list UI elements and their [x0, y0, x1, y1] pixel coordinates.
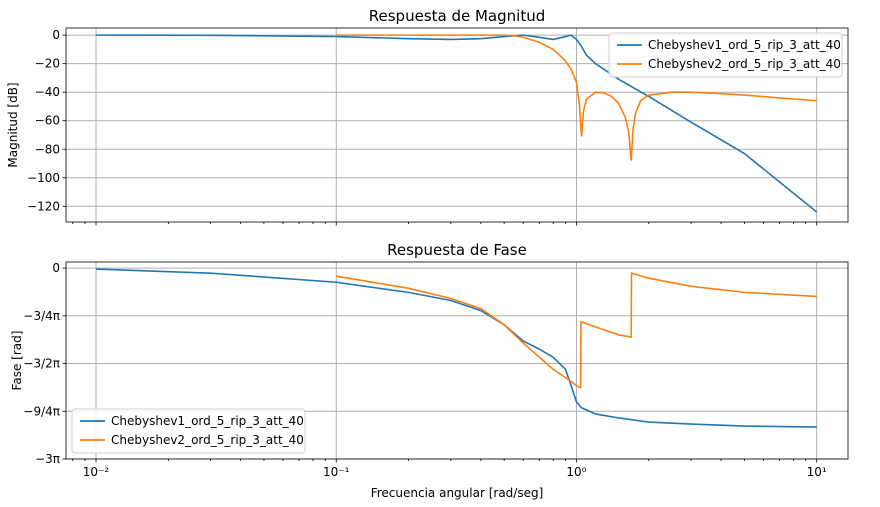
axes-frame — [65, 27, 849, 223]
y-tick-label: −20 — [35, 57, 60, 71]
y-tick-label: −80 — [35, 142, 60, 156]
legend-label: Chebyshev2_ord_5_rip_3_att_40 — [648, 57, 841, 71]
series-line-1 — [96, 34, 818, 213]
x-axis-label: Frecuencia angular [rad/seg] — [371, 486, 544, 500]
legend-frame — [608, 32, 843, 78]
y-axis-label: Magnitud [dB] — [6, 82, 20, 167]
y-tick-label: −3/2π — [23, 357, 60, 371]
y-tick-label: −120 — [27, 199, 60, 213]
chart-title: Respuesta de Fase — [387, 241, 527, 259]
series-line-1 — [95, 268, 817, 428]
plot-panel-2: 0 −3/4π −3/2π −9/4π −3π 10⁻² 10⁻¹ 10⁰ 10¹ Respues… — [10, 241, 849, 500]
y-tick-label: −9/4π — [23, 404, 60, 418]
x-tick-label: 10¹ — [807, 465, 827, 479]
legend: Chebyshev1_ord_5_rip_3_att_40 Chebyshev2_… — [71, 408, 306, 454]
x-tick-label: 10⁰ — [566, 465, 586, 479]
legend-label: Chebyshev1_ord_5_rip_3_att_40 — [111, 414, 304, 428]
legend-label: Chebyshev2_ord_5_rip_3_att_40 — [111, 433, 304, 447]
y-tick-label: 0 — [52, 261, 60, 275]
y-tick-label: −60 — [35, 114, 60, 128]
y-tick-label: 0 — [52, 28, 60, 42]
legend-frame — [71, 408, 306, 454]
y-axis-label: Fase [rad] — [10, 331, 24, 391]
axes-frame — [65, 261, 849, 460]
series-line-2 — [336, 34, 817, 161]
y-tick-label: −100 — [27, 171, 60, 185]
plot-panel-1: 0 −20 −40 −60 −80 −100 −120 Respuesta de Magnit… — [6, 7, 849, 226]
y-tick-label: −40 — [35, 85, 60, 99]
x-tick-label: 10⁻¹ — [323, 465, 350, 479]
series-line-2 — [336, 272, 817, 389]
x-tick-label: 10⁻² — [83, 465, 110, 479]
legend: Chebyshev1_ord_5_rip_3_att_40 Chebyshev2_… — [608, 32, 843, 78]
legend-label: Chebyshev1_ord_5_rip_3_att_40 — [648, 38, 841, 52]
y-tick-label: −3/4π — [23, 309, 60, 323]
chart-title: Respuesta de Magnitud — [369, 7, 545, 25]
y-tick-label: −3π — [35, 452, 60, 466]
